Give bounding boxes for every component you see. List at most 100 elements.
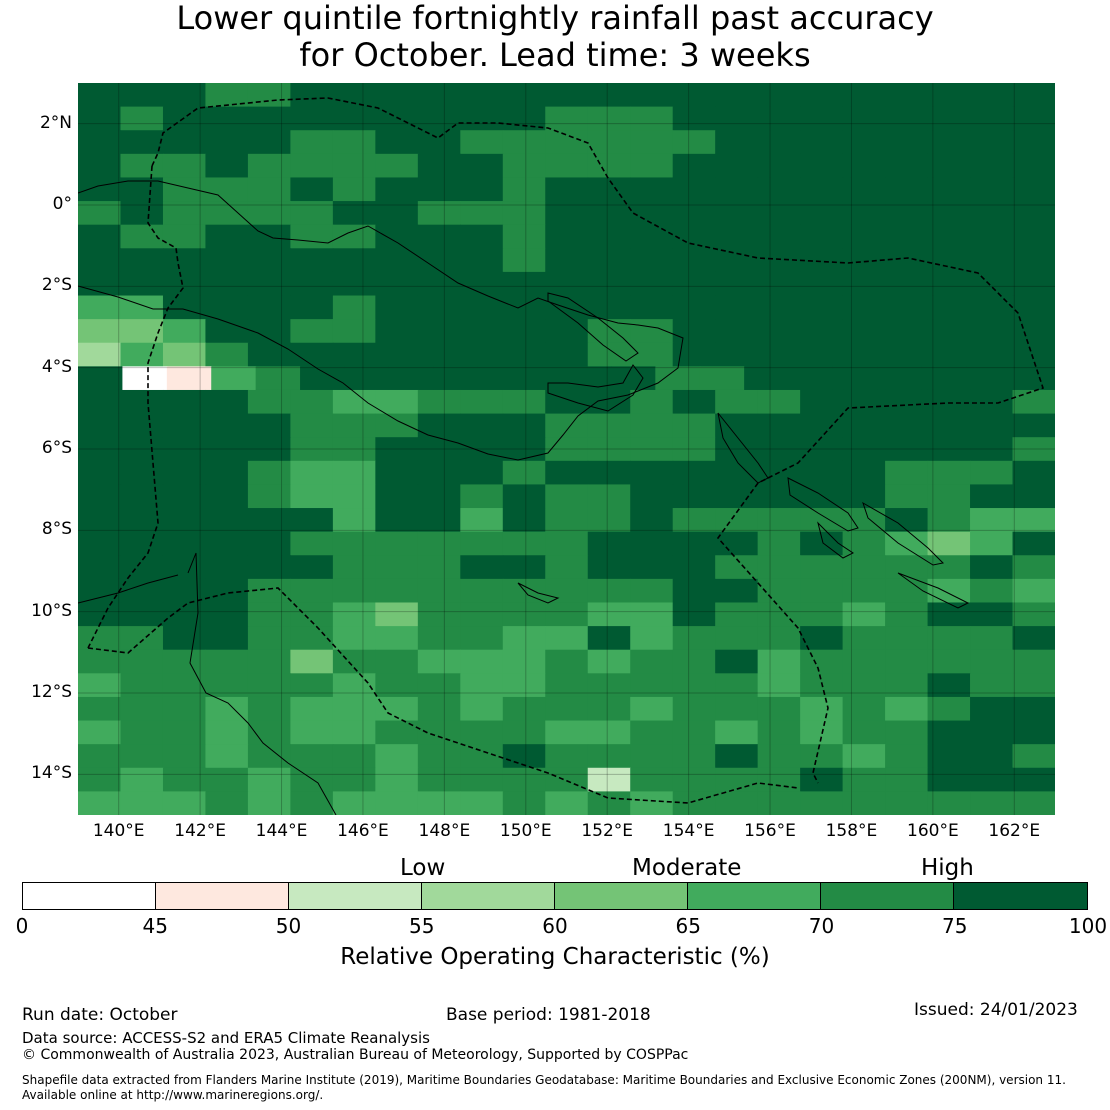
shapefile-credit-line-1: Shapefile data extracted from Flanders M… [22,1073,1066,1087]
x-tick-label: 154°E [662,821,715,841]
grid-cell [757,744,801,769]
grid-cell [120,271,164,297]
grid-cell [800,460,844,486]
grid-cell [842,555,886,580]
grid-cell [672,106,716,131]
colorbar-segment [289,883,422,909]
grid-cell [332,696,376,722]
grid-cell [1012,673,1055,698]
grid-cell [375,224,419,249]
grid-cell [927,673,971,698]
grid-cell [842,720,886,745]
grid-cell [800,555,844,580]
grid-cell [715,83,759,108]
grid-cell [970,248,1014,273]
grid-cell [970,177,1014,202]
grid-cell [205,626,249,651]
grid-cell [1012,437,1055,462]
colorbar-tick-label: 0 [15,914,29,938]
grid-cell [885,83,929,108]
grid-cell [587,649,631,674]
grid-cell [587,295,631,320]
grid-cell [78,673,122,698]
grid-cell [842,626,886,651]
grid-cell [205,767,249,792]
grid-cell [120,460,164,486]
grid-cell [715,153,759,179]
grid-cell [885,106,929,131]
grid-cell [672,578,716,604]
grid-cell [545,555,589,580]
grid-cell [1012,531,1055,556]
grid-cell [715,130,759,155]
grid-cell [162,83,207,108]
grid-cell [970,626,1014,651]
grid-cell [247,201,291,226]
gulf-coast [78,574,179,604]
grid-cell [375,153,419,179]
grid-cell [587,508,631,533]
grid-cell [842,531,886,556]
grid-cell [927,201,971,226]
grid-cell [247,248,291,273]
grid-cell [842,508,886,533]
grid-cell [672,177,716,202]
grid-cell [417,224,461,249]
grid-cell [290,720,334,745]
grid-cell [332,460,376,486]
grid-cell [927,83,971,108]
grid-cell [800,295,844,320]
grid-cell [1012,342,1055,367]
grid-cell [1012,177,1055,202]
grid-cell [630,437,674,462]
grid-cell [375,555,419,580]
grid-cell [545,508,589,533]
grid-cell [1012,153,1055,179]
grid-cell [842,319,886,344]
grid-cell [78,720,122,745]
grid-cell [630,224,674,249]
grid-cell [205,578,249,604]
colorbar-tick-label: 45 [142,914,168,938]
x-tick-label: 158°E [825,821,878,841]
grid-cell [502,696,546,722]
grid-cell [1012,83,1055,108]
grid-cell [78,744,122,769]
grid-cell [162,531,207,556]
grid-cell [205,460,249,486]
grid-cell [927,767,971,792]
grid-cell [247,531,291,556]
grid-cell [502,201,546,226]
grid-cell [332,531,376,556]
grid-cell [715,106,759,131]
grid-cell [970,508,1014,533]
grid-cell [757,484,801,509]
grid-cell [715,484,759,509]
grid-cell [927,437,971,462]
grid-cell [885,413,929,438]
grid-cell [290,744,334,769]
rainfall-accuracy-map [78,83,1055,815]
grid-cell [460,201,504,226]
grid-cell [566,366,612,391]
colorbar-tick-label: 50 [275,914,302,938]
grid-cell [672,153,716,179]
grid-cell [78,201,122,226]
grid-cell [375,437,419,462]
grid-cell [672,248,716,273]
grid-cell [545,413,589,438]
australia-png-boundary [87,587,799,804]
grid-cell [800,342,844,367]
grid-cell [300,366,346,391]
grid-cell [545,201,589,226]
grid-cell [545,649,589,674]
grid-cell [545,248,589,273]
grid-cell [247,413,291,438]
grid-cell [672,484,716,509]
grid-cell [672,295,716,320]
grid-cell [757,413,801,438]
grid-cell [417,295,461,320]
grid-cell [630,720,674,745]
grid-cell [502,83,546,108]
x-tick-label: 162°E [988,821,1041,841]
